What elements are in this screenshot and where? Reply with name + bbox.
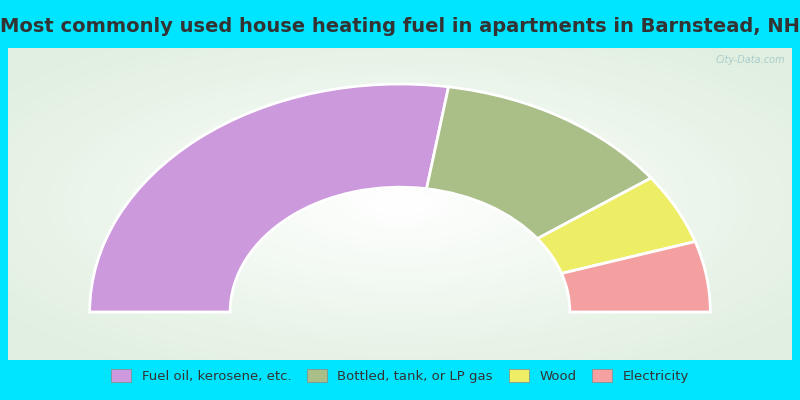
Text: Most commonly used house heating fuel in apartments in Barnstead, NH: Most commonly used house heating fuel in… [0, 17, 800, 36]
Wedge shape [426, 87, 651, 239]
Wedge shape [538, 178, 695, 274]
Text: City-Data.com: City-Data.com [716, 55, 786, 65]
Wedge shape [562, 242, 710, 312]
Legend: Fuel oil, kerosene, etc., Bottled, tank, or LP gas, Wood, Electricity: Fuel oil, kerosene, etc., Bottled, tank,… [106, 364, 694, 388]
Wedge shape [90, 84, 449, 312]
